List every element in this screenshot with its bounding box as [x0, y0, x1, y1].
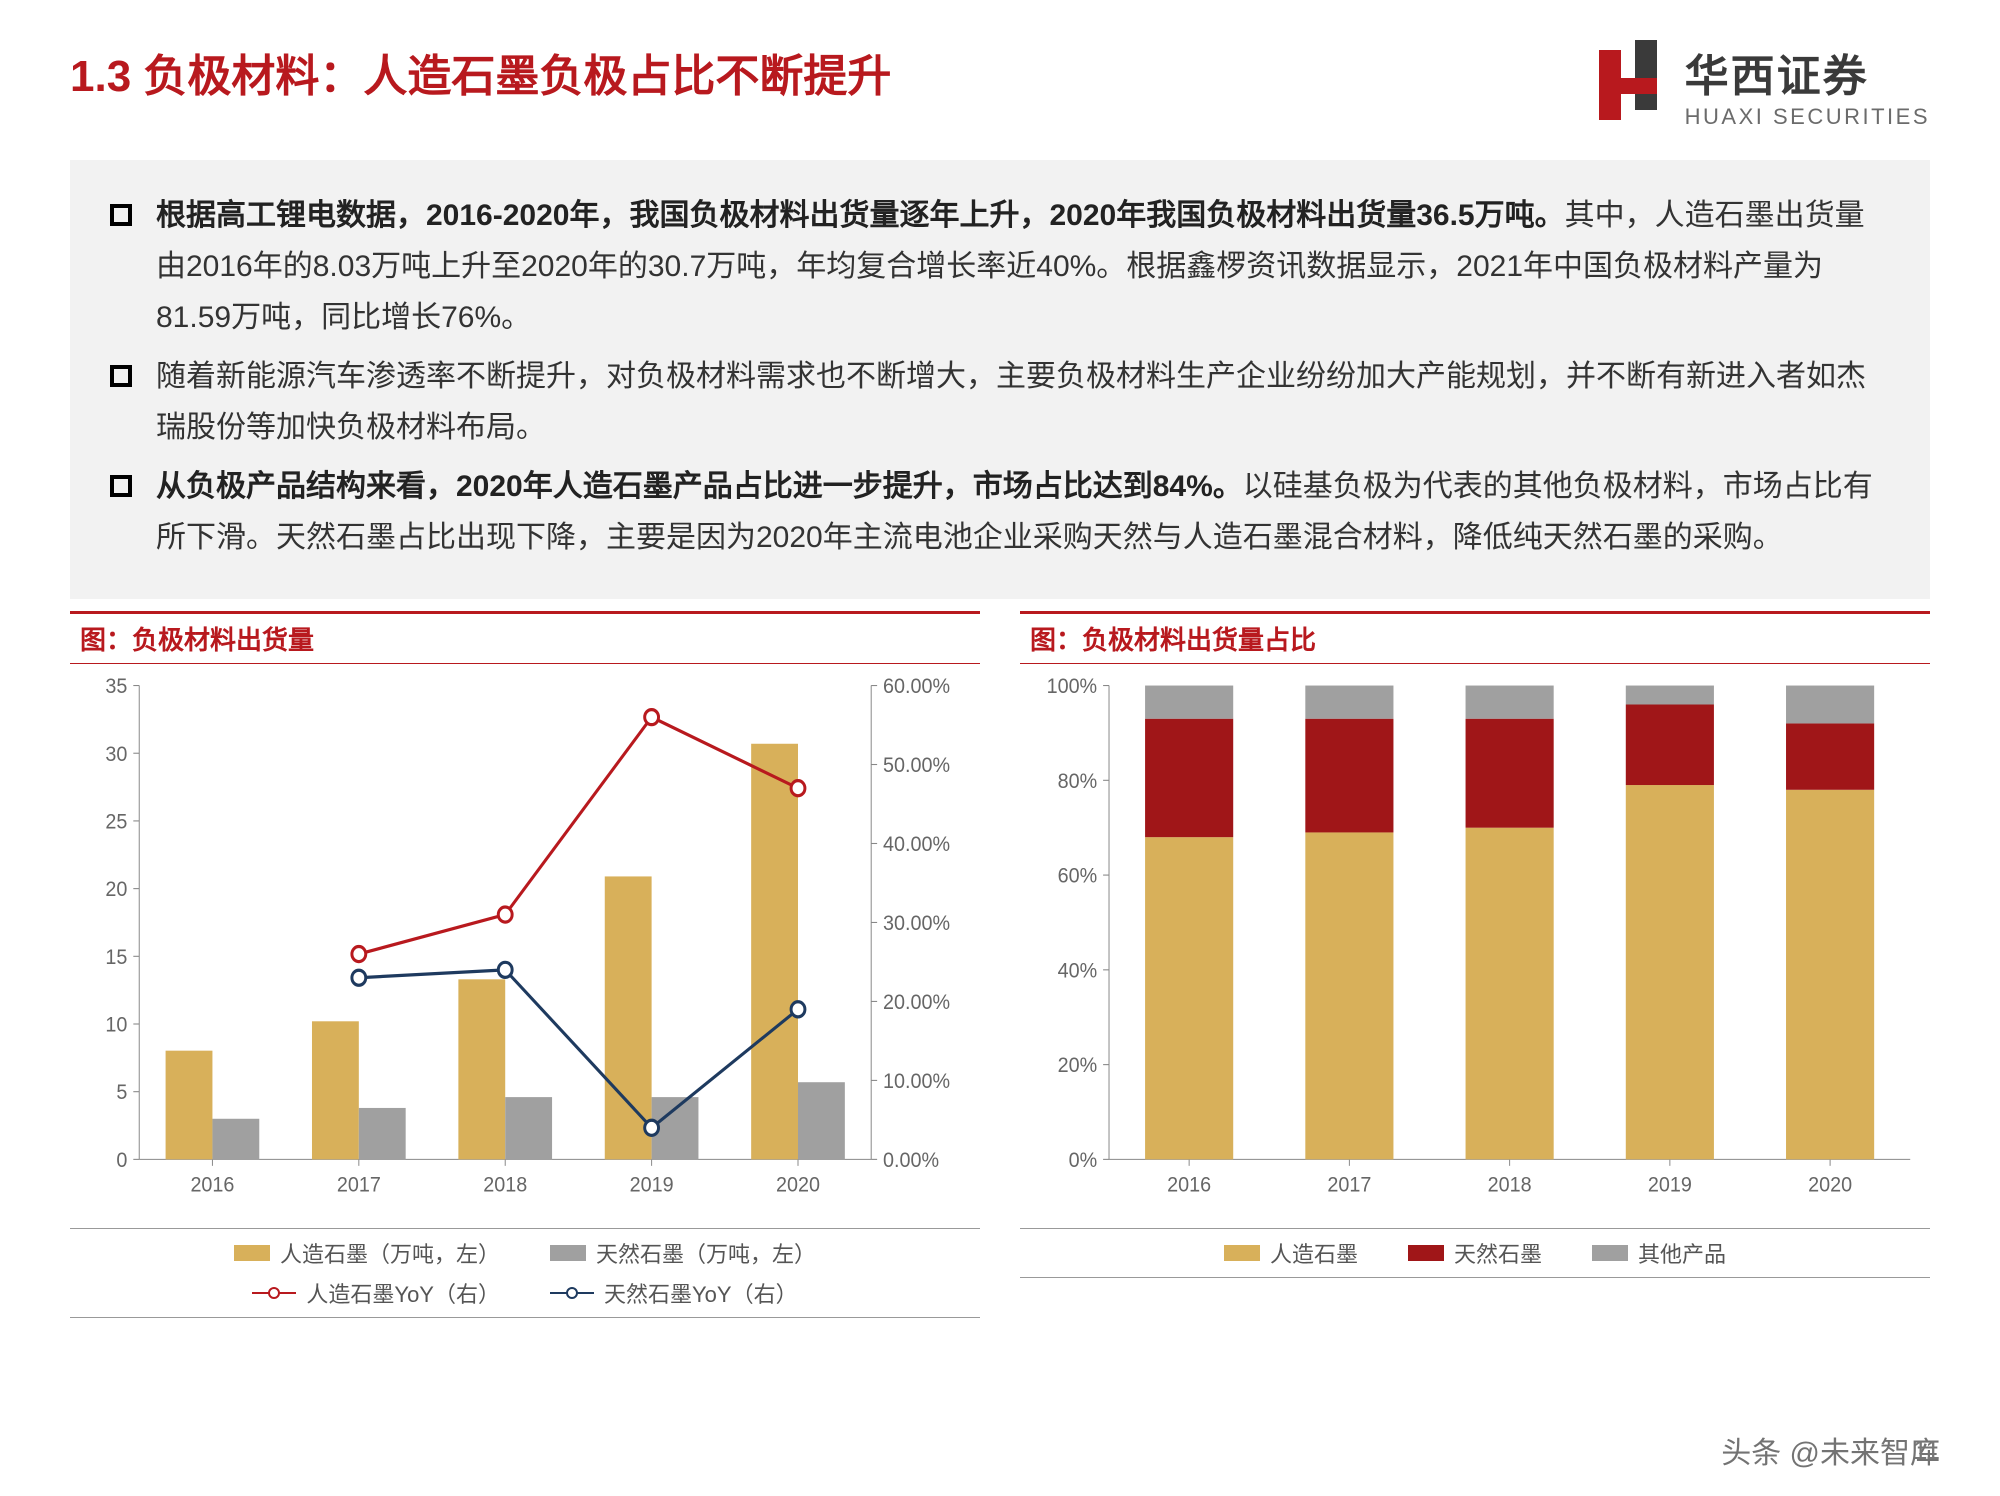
chart-right-title: 图：负极材料出货量占比	[1020, 611, 1930, 664]
legend-line-icon	[252, 1285, 296, 1301]
legend-swatch-icon	[1592, 1245, 1628, 1261]
bullet-item: 随着新能源汽车渗透率不断提升，对负极材料需求也不断增大，主要负极材料生产企业纷纷…	[110, 351, 1890, 453]
svg-text:2017: 2017	[1327, 1173, 1371, 1197]
svg-text:2016: 2016	[1167, 1173, 1211, 1197]
bullet-item: 从负极产品结构来看，2020年人造石墨产品占比进一步提升，市场占比达到84%。以…	[110, 461, 1890, 563]
logo-text-en: HUAXI SECURITIES	[1685, 104, 1930, 130]
legend-item: 天然石墨	[1408, 1237, 1542, 1269]
legend-label: 天然石墨YoY（右）	[604, 1277, 798, 1309]
svg-text:2017: 2017	[337, 1173, 381, 1197]
legend-swatch-icon	[550, 1245, 586, 1261]
svg-text:2018: 2018	[1488, 1173, 1532, 1197]
svg-text:60%: 60%	[1058, 864, 1098, 888]
chart-right-legend: 人造石墨 天然石墨 其他产品	[1020, 1228, 1930, 1278]
chart-right-block: 图：负极材料出货量占比 0% 20% 40% 60% 80% 100% 2016 2017 20…	[1020, 611, 1930, 1318]
svg-text:2020: 2020	[1808, 1173, 1852, 1197]
svg-text:0.00%: 0.00%	[883, 1148, 939, 1172]
chart-right-area: 0% 20% 40% 60% 80% 100% 2016 2017 2018 2019 2020	[1020, 664, 1930, 1224]
svg-text:35: 35	[105, 674, 127, 698]
legend-swatch-icon	[234, 1245, 270, 1261]
svg-text:30.00%: 30.00%	[883, 911, 950, 935]
bullet-marker-icon	[110, 475, 132, 497]
svg-text:30: 30	[105, 742, 127, 766]
legend-item: 人造石墨YoY（右）	[252, 1277, 500, 1309]
chart-left-title: 图：负极材料出货量	[70, 611, 980, 664]
svg-text:40.00%: 40.00%	[883, 832, 950, 856]
bullet-item: 根据高工锂电数据，2016-2020年，我国负极材料出货量逐年上升，2020年我…	[110, 190, 1890, 343]
svg-text:80%: 80%	[1058, 769, 1098, 793]
bullet-text: 随着新能源汽车渗透率不断提升，对负极材料需求也不断增大，主要负极材料生产企业纷纷…	[156, 351, 1890, 453]
svg-text:2019: 2019	[1648, 1173, 1692, 1197]
svg-text:5: 5	[116, 1080, 127, 1104]
logo-text-cn: 华西证券	[1685, 40, 1930, 104]
svg-text:10: 10	[105, 1013, 127, 1037]
svg-text:20: 20	[105, 877, 127, 901]
bullet-list: 根据高工锂电数据，2016-2020年，我国负极材料出货量逐年上升，2020年我…	[110, 190, 1890, 563]
header: 1.3 负极材料：人造石墨负极占比不断提升 华西证券 HUAXI SECURIT…	[0, 0, 2000, 140]
legend-label: 天然石墨（万吨，左）	[596, 1237, 816, 1269]
svg-text:15: 15	[105, 945, 127, 969]
svg-text:50.00%: 50.00%	[883, 753, 950, 777]
charts-row: 图：负极材料出货量 0 5 10 15 20 25 30 35 0.00% 10.00% 20.00…	[70, 611, 1930, 1318]
legend-label: 人造石墨	[1270, 1237, 1358, 1269]
summary-box: 根据高工锂电数据，2016-2020年，我国负极材料出货量逐年上升，2020年我…	[70, 160, 1930, 599]
chart-left-legend: 人造石墨（万吨，左） 天然石墨（万吨，左） 人造石墨YoY（右） 天然石墨YoY（右）	[70, 1228, 980, 1318]
legend-swatch-icon	[1224, 1245, 1260, 1261]
svg-text:60.00%: 60.00%	[883, 674, 950, 698]
svg-text:2018: 2018	[483, 1173, 527, 1197]
svg-text:0: 0	[116, 1148, 127, 1172]
bullet-marker-icon	[110, 204, 132, 226]
brand-logo: 华西证券 HUAXI SECURITIES	[1593, 40, 1930, 130]
page-title: 1.3 负极材料：人造石墨负极占比不断提升	[70, 40, 891, 104]
legend-item: 人造石墨	[1224, 1237, 1358, 1269]
chart-left-area: 0 5 10 15 20 25 30 35 0.00% 10.00% 20.00% 30.00% 40.…	[70, 664, 980, 1224]
legend-item: 天然石墨YoY（右）	[550, 1277, 798, 1309]
svg-text:10.00%: 10.00%	[883, 1069, 950, 1093]
svg-text:20.00%: 20.00%	[883, 990, 950, 1014]
legend-label: 其他产品	[1638, 1237, 1726, 1269]
legend-swatch-icon	[1408, 1245, 1444, 1261]
chart-left-block: 图：负极材料出货量 0 5 10 15 20 25 30 35 0.00% 10.00% 20.00…	[70, 611, 980, 1318]
bullet-text: 从负极产品结构来看，2020年人造石墨产品占比进一步提升，市场占比达到84%。以…	[156, 461, 1890, 563]
svg-text:20%: 20%	[1058, 1053, 1098, 1077]
legend-label: 人造石墨（万吨，左）	[280, 1237, 500, 1269]
svg-text:2019: 2019	[630, 1173, 674, 1197]
bullet-text: 根据高工锂电数据，2016-2020年，我国负极材料出货量逐年上升，2020年我…	[156, 190, 1890, 343]
legend-line-icon	[550, 1285, 594, 1301]
legend-label: 人造石墨YoY（右）	[306, 1277, 500, 1309]
svg-text:0%: 0%	[1069, 1148, 1098, 1172]
svg-text:100%: 100%	[1047, 674, 1098, 698]
watermark: 头条 @未来智库	[1721, 1428, 1940, 1472]
logo-mark-icon	[1593, 40, 1673, 130]
svg-text:2020: 2020	[776, 1173, 820, 1197]
page-number: 11	[1913, 1435, 1940, 1466]
svg-text:40%: 40%	[1058, 959, 1098, 983]
svg-text:2016: 2016	[190, 1173, 234, 1197]
bullet-marker-icon	[110, 365, 132, 387]
legend-item: 人造石墨（万吨，左）	[234, 1237, 500, 1269]
legend-item: 其他产品	[1592, 1237, 1726, 1269]
legend-item: 天然石墨（万吨，左）	[550, 1237, 816, 1269]
svg-text:25: 25	[105, 810, 127, 834]
legend-label: 天然石墨	[1454, 1237, 1542, 1269]
